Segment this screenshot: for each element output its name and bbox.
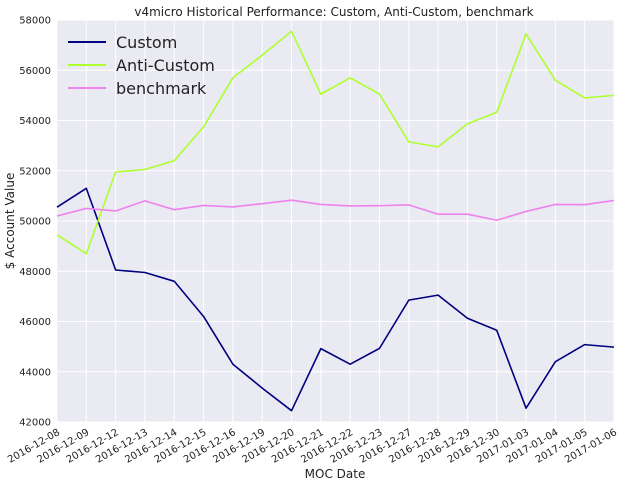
series-lines [56,30,615,412]
series-line-benchmark [56,199,615,222]
legend-label: benchmark [116,79,207,98]
y-tick-label: 42000 [19,418,51,429]
chart-title: v4micro Historical Performance: Custom, … [134,5,533,19]
legend-label: Anti-Custom [116,56,215,75]
y-tick-label: 46000 [19,317,51,328]
y-tick-label: 58000 [19,16,51,27]
y-tick-label: 56000 [19,66,51,77]
x-axis: 2016-12-082016-12-092016-12-122016-12-13… [6,427,619,466]
series-line-custom [56,187,615,412]
legend: Custom Anti-Custom benchmark [68,33,215,98]
y-tick-label: 44000 [19,367,51,378]
legend-label: Custom [116,33,177,52]
grid-lines [56,19,615,423]
y-tick-label: 50000 [19,217,51,228]
series-line-anti-custom [56,30,615,255]
y-tick-label: 54000 [19,116,51,127]
y-tick-label: 52000 [19,166,51,177]
x-axis-label: MOC Date [305,467,366,481]
y-tick-label: 48000 [19,267,51,278]
y-axis: 42000 44000 46000 48000 50000 52000 54000 56000… [19,16,51,429]
y-axis-label: $ Account Value [3,173,17,270]
